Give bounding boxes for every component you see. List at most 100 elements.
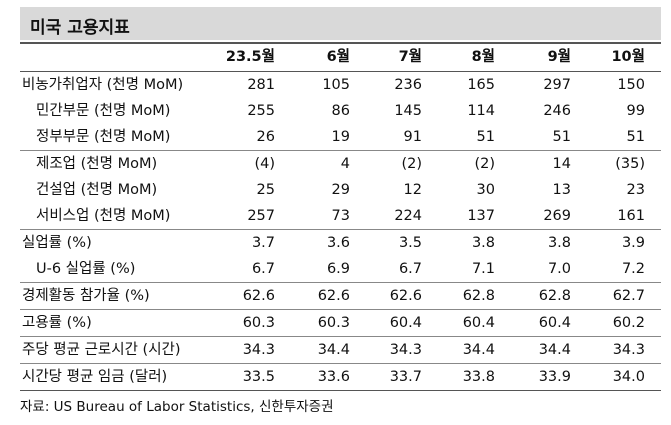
column-header: 7월 (398, 49, 422, 65)
cell-value: 3.5 (398, 235, 422, 251)
cell-value: 3.8 (547, 235, 571, 251)
cell-value: 13 (552, 182, 571, 198)
cell-value: 62.8 (462, 288, 495, 304)
cell-value: 7.0 (547, 261, 571, 277)
cell-value: 91 (403, 129, 422, 145)
cell-value: 60.4 (538, 315, 571, 331)
row-label: 서비스업 (천명 MoM) (36, 208, 171, 224)
cell-value: (2) (474, 156, 495, 172)
cell-value: 150 (617, 77, 645, 93)
header-row: 23.5월 6월 7월 8월 9월 10월 (20, 44, 661, 72)
cell-value: 246 (543, 103, 571, 119)
cell-value: 25 (256, 182, 275, 198)
cell-value: 34.3 (242, 342, 275, 358)
row-label: 시간당 평균 임금 (달러) (22, 369, 168, 385)
cell-value: 34.4 (538, 342, 571, 358)
cell-value: 224 (394, 208, 422, 224)
column-header: 10월 (611, 49, 645, 65)
column-header: 23.5월 (225, 49, 275, 65)
row-label: 민간부문 (천명 MoM) (36, 103, 171, 119)
cell-value: 34.0 (612, 369, 645, 385)
table-row: 비농가취업자 (천명 MoM) 281 105 236 165 297 150 (20, 72, 661, 98)
table-row: U-6 실업률 (%) 6.7 6.9 6.7 7.1 7.0 7.2 (20, 256, 661, 283)
row-label: 실업률 (%) (22, 235, 92, 251)
cell-value: 257 (247, 208, 275, 224)
cell-value: 3.7 (251, 235, 275, 251)
column-header: 8월 (471, 49, 495, 65)
column-header: 6월 (326, 49, 350, 65)
cell-value: 30 (476, 182, 495, 198)
table-row: 제조업 (천명 MoM) (4) 4 (2) (2) 14 (35) (20, 151, 661, 177)
table-row: 정부부문 (천명 MoM) 26 19 91 51 51 51 (20, 124, 661, 151)
cell-value: (2) (401, 156, 422, 172)
cell-value: 60.2 (612, 315, 645, 331)
table-row: 시간당 평균 임금 (달러) 33.5 33.6 33.7 33.8 33.9 34.0 (20, 364, 661, 391)
cell-value: 281 (247, 77, 275, 93)
cell-value: 165 (467, 77, 495, 93)
cell-value: 6.7 (398, 261, 422, 277)
cell-value: 26 (256, 129, 275, 145)
cell-value: 34.4 (462, 342, 495, 358)
cell-value: 60.4 (389, 315, 422, 331)
source-note: 자료: US Bureau of Labor Statistics, 신한투자증… (20, 399, 334, 415)
cell-value: 33.6 (317, 369, 350, 385)
cell-value: 23 (626, 182, 645, 198)
cell-value: 14 (552, 156, 571, 172)
cell-value: 51 (626, 129, 645, 145)
cell-value: 137 (467, 208, 495, 224)
cell-value: (35) (615, 156, 645, 172)
cell-value: 62.6 (389, 288, 422, 304)
cell-value: 7.1 (471, 261, 495, 277)
cell-value: 62.8 (538, 288, 571, 304)
cell-value: 29 (331, 182, 350, 198)
cell-value: 86 (331, 103, 350, 119)
cell-value: (4) (254, 156, 275, 172)
cell-value: 4 (340, 156, 350, 172)
cell-value: 34.3 (612, 342, 645, 358)
table-row: 민간부문 (천명 MoM) 255 86 145 114 246 99 (20, 98, 661, 124)
cell-value: 105 (322, 77, 350, 93)
cell-value: 3.6 (326, 235, 350, 251)
cell-value: 60.3 (242, 315, 275, 331)
cell-value: 62.6 (242, 288, 275, 304)
cell-value: 73 (331, 208, 350, 224)
cell-value: 33.9 (538, 369, 571, 385)
cell-value: 7.2 (621, 261, 645, 277)
title: 미국 고용지표 (30, 18, 130, 38)
cell-value: 33.8 (462, 369, 495, 385)
cell-value: 161 (617, 208, 645, 224)
cell-value: 62.6 (317, 288, 350, 304)
row-label: 제조업 (천명 MoM) (36, 156, 158, 172)
cell-value: 6.9 (326, 261, 350, 277)
cell-value: 51 (476, 129, 495, 145)
cell-value: 33.5 (242, 369, 275, 385)
table-row: 고용률 (%) 60.3 60.3 60.4 60.4 60.4 60.2 (20, 310, 661, 337)
row-label: 건설업 (천명 MoM) (36, 182, 158, 198)
row-label: 비농가취업자 (천명 MoM) (22, 77, 184, 93)
cell-value: 60.3 (317, 315, 350, 331)
cell-value: 145 (394, 103, 422, 119)
column-header: 9월 (547, 49, 571, 65)
cell-value: 12 (403, 182, 422, 198)
cell-value: 19 (331, 129, 350, 145)
cell-value: 62.7 (612, 288, 645, 304)
cell-value: 297 (543, 77, 571, 93)
cell-value: 3.9 (621, 235, 645, 251)
cell-value: 60.4 (462, 315, 495, 331)
cell-value: 51 (552, 129, 571, 145)
cell-value: 6.7 (251, 261, 275, 277)
row-label: 정부부문 (천명 MoM) (36, 129, 171, 145)
row-label: 경제활동 참가율 (%) (22, 288, 150, 304)
cell-value: 34.4 (317, 342, 350, 358)
cell-value: 99 (626, 103, 645, 119)
cell-value: 269 (543, 208, 571, 224)
title-bar: 미국 고용지표 (20, 7, 661, 40)
table-row: 건설업 (천명 MoM) 25 29 12 30 13 23 (20, 177, 661, 203)
cell-value: 114 (467, 103, 495, 119)
table-row: 서비스업 (천명 MoM) 257 73 224 137 269 161 (20, 203, 661, 230)
row-label: 주당 평균 근로시간 (시간) (22, 342, 181, 358)
table-row: 실업률 (%) 3.7 3.6 3.5 3.8 3.8 3.9 (20, 230, 661, 256)
cell-value: 3.8 (471, 235, 495, 251)
